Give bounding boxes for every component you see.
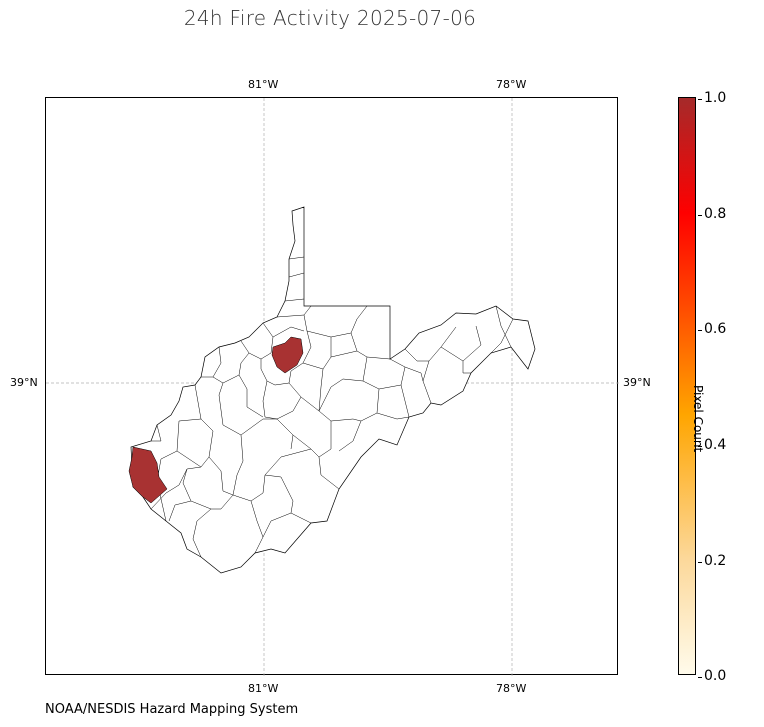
lon-label-bottom-78w: 78°W [496, 682, 527, 695]
colorbar-tick-3: 0.6 [697, 321, 727, 337]
lat-label-right-39n: 39°N [623, 376, 651, 389]
colorbar-tick-2: 0.4 [697, 437, 727, 453]
map-title: 24h Fire Activity 2025-07-06 [183, 6, 477, 30]
county-map [46, 98, 619, 676]
colorbar-tick-5: 1.0 [697, 90, 727, 106]
fire-county-north-central [271, 336, 304, 374]
lon-label-top-78w: 78°W [496, 78, 527, 91]
colorbar-label: Pixel Count [691, 385, 705, 453]
colorbar-tick-0: 0.0 [697, 668, 727, 684]
colorbar [678, 97, 696, 675]
fire-county-west [128, 446, 168, 504]
colorbar-tick-4: 0.8 [697, 206, 727, 222]
credit-text: NOAA/NESDIS Hazard Mapping System [45, 702, 299, 717]
county-lines [150, 256, 514, 558]
colorbar-gradient [679, 98, 695, 674]
lon-label-bottom-81w: 81°W [248, 682, 279, 695]
map-area[interactable] [45, 97, 619, 676]
state-outline [130, 206, 536, 574]
lon-label-top-81w: 81°W [248, 78, 279, 91]
colorbar-tick-1: 0.2 [697, 553, 727, 569]
lat-label-left-39n: 39°N [10, 376, 38, 389]
